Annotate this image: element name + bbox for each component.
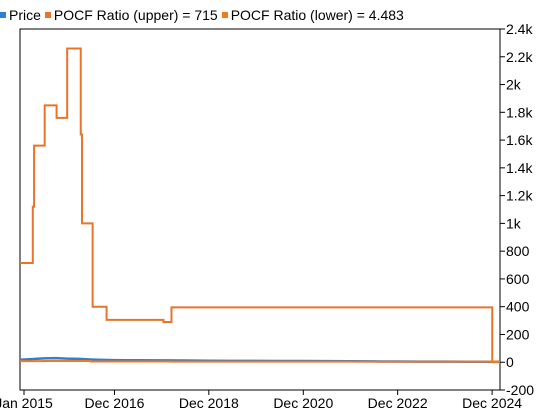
y-tick-label: 800 — [506, 243, 530, 259]
legend-label: POCF Ratio (upper) = 715 — [53, 7, 218, 23]
y-tick-label: 1.8k — [506, 104, 533, 120]
y-tick-label: 1k — [506, 215, 522, 231]
legend-label: Price — [9, 7, 41, 23]
legend-item: Price — [0, 6, 41, 24]
x-tick-label: Jan 2015 — [0, 395, 53, 411]
series-line-2 — [20, 47, 500, 364]
y-tick-label: 0 — [506, 354, 514, 370]
chart-legend: Price POCF Ratio (upper) = 715 POCF Ratio … — [0, 6, 408, 24]
legend-swatch — [44, 12, 51, 19]
legend-label: POCF Ratio (lower) = 4.483 — [230, 7, 404, 23]
y-tick-label: 1.4k — [506, 160, 533, 176]
legend-swatch — [221, 12, 228, 19]
legend-item: POCF Ratio (lower) = 4.483 — [221, 6, 404, 24]
y-tick-label: 2k — [506, 77, 522, 93]
x-tick-label: Dec 2024 — [462, 395, 522, 411]
x-tick-label: Dec 2022 — [368, 395, 428, 411]
plot-area — [19, 28, 501, 391]
series-line-3 — [20, 359, 500, 363]
legend-item: POCF Ratio (upper) = 715 — [44, 6, 218, 24]
y-tick-label: -200 — [506, 382, 534, 398]
legend-swatch — [0, 12, 6, 19]
y-tick-label: 400 — [506, 299, 530, 315]
y-tick-label: 2.2k — [506, 49, 533, 65]
y-tick-label: 1.6k — [506, 132, 533, 148]
x-tick-label: Dec 2020 — [273, 395, 333, 411]
x-tick-label: Dec 2016 — [85, 395, 145, 411]
y-tick-label: 600 — [506, 271, 530, 287]
x-tick-label: Dec 2018 — [179, 395, 239, 411]
y-tick-label: 200 — [506, 326, 530, 342]
y-tick-label: 2.4k — [506, 21, 533, 37]
y-tick-label: 1.2k — [506, 188, 533, 204]
